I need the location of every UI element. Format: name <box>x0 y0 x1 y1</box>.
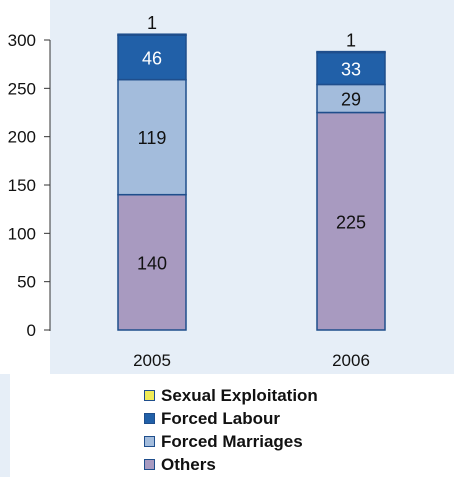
y-tick-label: 0 <box>27 321 36 340</box>
bar-segment-forced-labour-2005 <box>117 34 187 81</box>
legend-swatch <box>144 436 155 447</box>
y-tick-label: 250 <box>8 79 36 98</box>
x-tick-label: 2006 <box>332 351 370 370</box>
legend-swatch <box>144 413 155 424</box>
data-label: 225 <box>336 212 366 232</box>
bar-segment-forced-marriages-2006 <box>316 83 386 114</box>
data-label: 29 <box>341 89 361 109</box>
x-tick-label: 2005 <box>133 351 171 370</box>
bar-segment-forced-marriages-2005 <box>117 78 187 196</box>
data-label: 33 <box>341 60 361 80</box>
bar-segment-sexual-exploitation-2005 <box>117 33 187 36</box>
legend-item-sexual-exploitation: Sexual Exploitation <box>144 384 404 407</box>
data-label: 1 <box>346 31 356 51</box>
legend: Sexual Exploitation Forced Labour Forced M… <box>144 384 404 476</box>
legend-item-forced-labour: Forced Labour <box>144 407 404 430</box>
legend-item-others: Others <box>144 453 404 476</box>
data-label: 1 <box>147 13 157 33</box>
bar-segment-others-2005 <box>117 193 187 331</box>
legend-swatch <box>144 390 155 401</box>
frame-stripe <box>0 374 10 477</box>
legend-item-forced-marriages: Forced Marriages <box>144 430 404 453</box>
legend-label: Sexual Exploitation <box>161 385 318 405</box>
y-tick-label: 300 <box>8 31 36 50</box>
data-label: 119 <box>138 128 167 148</box>
y-tick-label: 150 <box>8 176 36 195</box>
bar-segment-sexual-exploitation-2006 <box>316 50 386 54</box>
data-label: 46 <box>142 48 162 68</box>
y-tick-label: 50 <box>17 273 36 292</box>
legend-label: Forced Labour <box>161 408 281 428</box>
stacked-bar-chart: 0 50 100 150 200 250 300 140 119 46 1 2005 225 29 33 1 2… <box>8 13 386 370</box>
legend-swatch <box>144 459 155 470</box>
y-tick-label: 200 <box>8 128 36 147</box>
legend-label: Forced Marriages <box>161 431 303 451</box>
data-label: 140 <box>137 253 167 273</box>
bar-segment-others-2006 <box>316 111 386 331</box>
legend-label: Others <box>161 454 216 474</box>
y-tick-label: 100 <box>8 224 36 243</box>
